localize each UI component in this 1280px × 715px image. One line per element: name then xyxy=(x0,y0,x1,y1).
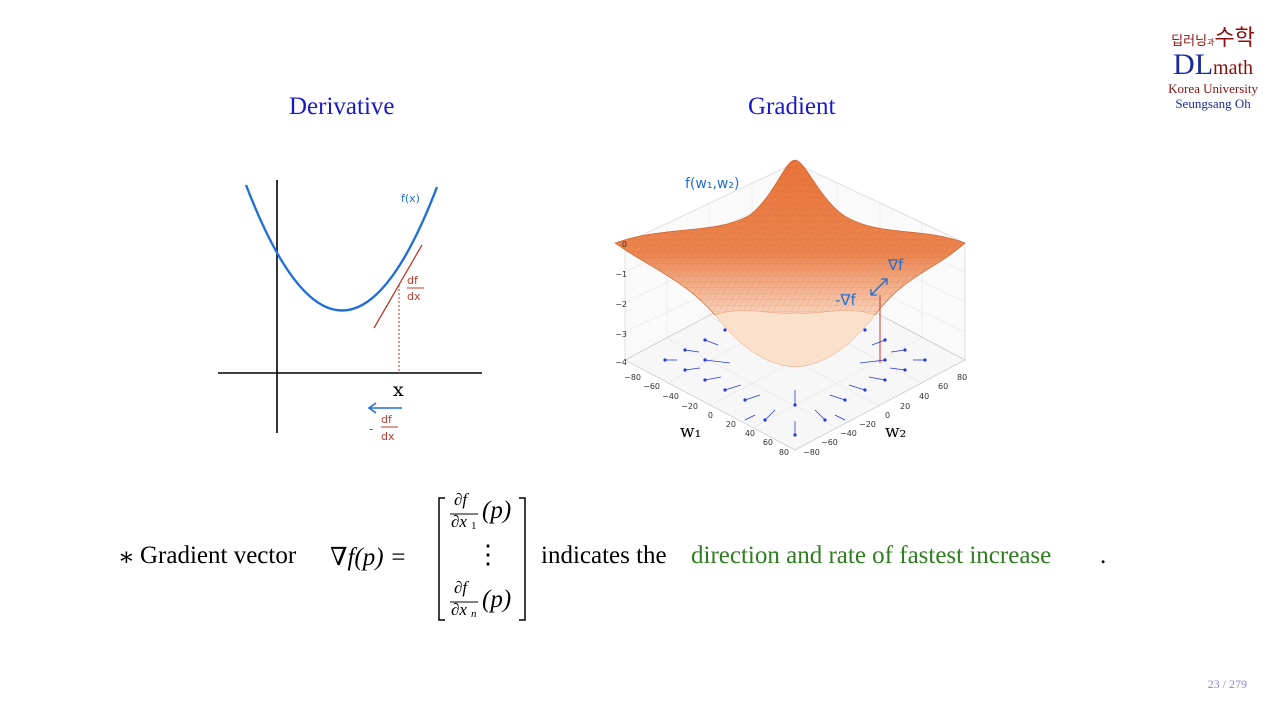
x-label: x xyxy=(393,379,404,401)
w1-tick: −60 xyxy=(643,382,660,391)
w2-tick: −60 xyxy=(821,438,838,447)
gradient-formula: ∗ Gradient vector ∇f(p) = ∂f ∂x 1 (p) ⋮ … xyxy=(118,490,1118,625)
z-tick: −3 xyxy=(615,330,627,339)
grad-label: ∇f xyxy=(887,256,904,274)
bot-sub: n xyxy=(471,608,477,620)
gradient-figure: f(w₁,w₂) ∇f -∇f w₁ w₂ 0 −1 −2 −3 −4 −80 … xyxy=(614,159,967,457)
neg-sign: - xyxy=(369,422,373,436)
grad-arrow xyxy=(870,278,888,296)
w1-tick: 40 xyxy=(745,429,755,438)
w1-tick: −80 xyxy=(624,373,641,382)
w2-tick: 0 xyxy=(885,411,890,420)
bullet: ∗ xyxy=(118,544,135,571)
highlight-text: direction and rate of fastest increase xyxy=(691,542,1052,569)
w1-tick: 60 xyxy=(763,438,773,447)
w2-tick: 40 xyxy=(919,392,929,401)
w2-tick: −80 xyxy=(803,448,820,457)
page-sep: / xyxy=(1222,677,1226,691)
z-tick-labels: 0 −1 −2 −3 −4 xyxy=(615,240,627,367)
logo-korean-small: 딥러닝 xyxy=(1171,34,1208,49)
top-sub: 1 xyxy=(471,520,477,532)
logo-author: Seungsang Oh xyxy=(1175,96,1251,111)
logo-university: Korea University xyxy=(1168,81,1258,96)
parabola-curve xyxy=(244,184,439,312)
logo-korean-conj: 과 xyxy=(1207,38,1215,47)
neg-arrow-head xyxy=(367,402,377,414)
derivative-figure: f(x) df dx x - df dx xyxy=(218,180,482,443)
top-den: ∂x xyxy=(451,512,467,531)
slope-label-den: dx xyxy=(407,290,421,303)
page-number: 23 / 279 xyxy=(1208,677,1247,692)
neg-grad-label: -∇f xyxy=(835,291,856,309)
surface-label: f(w₁,w₂) xyxy=(685,176,739,192)
w2-label: w₂ xyxy=(885,422,906,442)
formula-grad: ∇f(p) = xyxy=(330,544,407,571)
w2-tick: −40 xyxy=(840,429,857,438)
vdots: ⋮ xyxy=(475,540,501,569)
curve-label: f(x) xyxy=(401,192,420,205)
slope-label-num: df xyxy=(407,274,419,287)
top-num: ∂f xyxy=(454,490,468,509)
logo-korean: 딥러닝과수학 xyxy=(1168,20,1258,52)
w1-label: w₁ xyxy=(680,422,701,442)
formula-lead: Gradient vector xyxy=(140,542,297,569)
surface-mesh xyxy=(615,160,965,330)
tangent-line xyxy=(373,244,423,329)
z-tick: −2 xyxy=(615,300,627,309)
w1-tick: −40 xyxy=(662,392,679,401)
w2-tick-labels: 80 60 40 20 0 −20 −40 −60 −80 xyxy=(803,373,967,457)
grad-arrow-head-down xyxy=(870,289,877,296)
w1-tick-labels: −80 −60 −40 −20 0 20 40 60 80 xyxy=(624,373,789,457)
period: . xyxy=(1100,542,1107,569)
z-tick: −1 xyxy=(615,270,627,279)
w1-tick: 80 xyxy=(779,448,789,457)
w1-tick: 20 xyxy=(726,420,736,429)
neg-label-num: df xyxy=(381,413,393,426)
logo-korean-big: 수학 xyxy=(1214,26,1255,51)
w1-tick: −20 xyxy=(681,402,698,411)
page-total: 279 xyxy=(1229,677,1247,691)
w2-tick: −20 xyxy=(859,420,876,429)
logo: 딥러닝과수학 DLmath Korea University Seungsang… xyxy=(1168,20,1258,111)
w2-tick: 20 xyxy=(900,402,910,411)
w2-tick: 60 xyxy=(938,382,948,391)
neg-label-den: dx xyxy=(381,430,395,443)
bot-arg: (p) xyxy=(482,586,512,613)
z-tick: −4 xyxy=(615,358,627,367)
top-arg: (p) xyxy=(482,497,512,524)
logo-math-text: math xyxy=(1213,57,1254,79)
title-gradient: Gradient xyxy=(748,93,836,120)
quiver-field xyxy=(663,328,927,437)
title-derivative: Derivative xyxy=(289,93,395,120)
w2-tick: 80 xyxy=(957,373,967,382)
z-tick: 0 xyxy=(622,240,627,249)
bot-den: ∂x xyxy=(451,600,467,619)
bot-num: ∂f xyxy=(454,578,468,597)
page-current: 23 xyxy=(1207,677,1220,691)
grad-arrow-head-up xyxy=(881,278,888,285)
surface-dip xyxy=(714,310,876,368)
w1-tick: 0 xyxy=(708,411,713,420)
matrix-brackets xyxy=(438,497,526,621)
text-before: indicates the xyxy=(541,542,667,569)
logo-dl: DLmath xyxy=(1168,50,1258,81)
logo-dl-text: DL xyxy=(1173,48,1214,81)
